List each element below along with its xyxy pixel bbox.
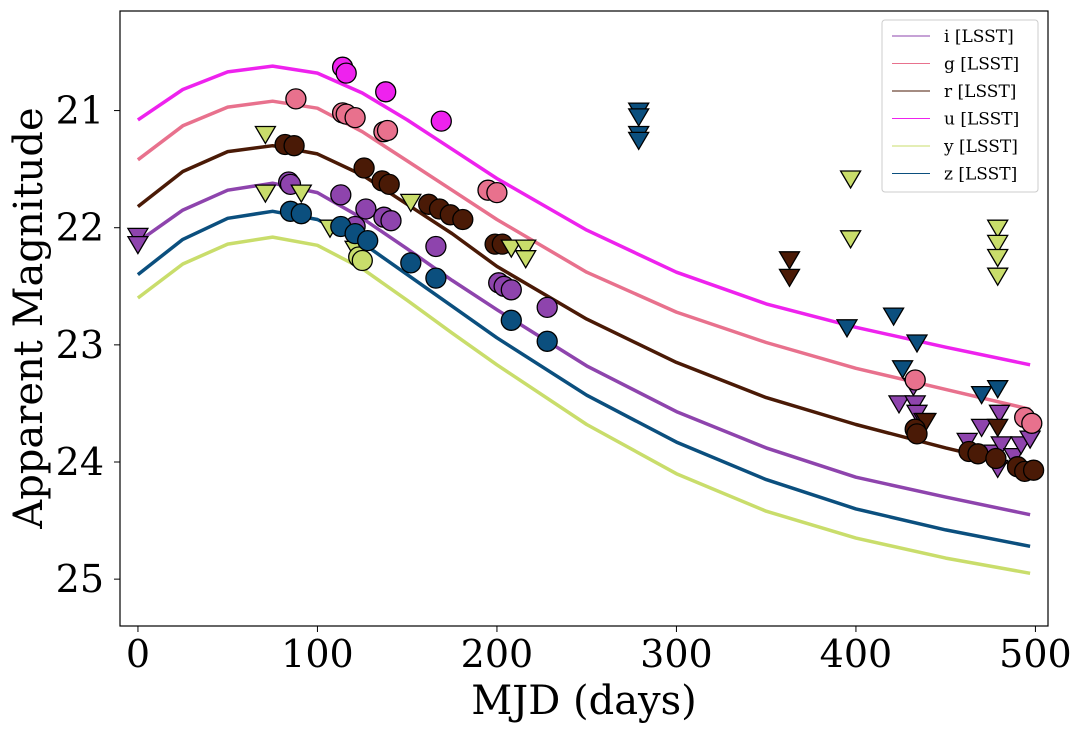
upper-limit-z (970, 385, 993, 405)
model-curve-i (136, 181, 1031, 517)
detection-u (335, 62, 357, 84)
markers-layer (126, 56, 1045, 483)
upper-limit-z (882, 307, 905, 327)
detection-i (355, 198, 377, 220)
upper-limit-z (891, 360, 914, 380)
detection-g (285, 88, 307, 110)
detection-r (906, 423, 928, 445)
upper-limit-i (988, 404, 1011, 424)
upper-limit-y (986, 267, 1009, 287)
upper-limit-r (986, 418, 1009, 438)
x-tick-label: 200 (461, 632, 534, 676)
model-curve-z (136, 209, 1031, 549)
detection-i (536, 296, 558, 319)
upper-limit-y (254, 184, 277, 204)
detection-r (452, 208, 474, 231)
upper-limit-i (970, 418, 993, 438)
detection-y (351, 249, 373, 272)
detection-u (375, 81, 397, 103)
detection-g (376, 119, 399, 142)
upper-limit-y (839, 170, 862, 190)
detection-r (283, 135, 305, 157)
upper-limit-y (514, 250, 537, 269)
detection-g (904, 369, 926, 391)
upper-limit-i (887, 395, 911, 415)
y-tick-label: 25 (56, 557, 104, 601)
axis-ticks: 0 100 200 300 400 500 21 22 23 24 25 (56, 89, 1072, 676)
detection-z (425, 267, 447, 289)
detection-u (430, 110, 452, 132)
detection-r (353, 157, 375, 179)
legend-label: g [LSST] (944, 55, 1019, 75)
legend-label: y [LSST] (943, 137, 1018, 157)
detection-r (985, 447, 1007, 470)
detection-i (330, 184, 352, 206)
detection-z (400, 252, 422, 274)
legend-label: u [LSST] (944, 110, 1019, 130)
detection-r (967, 443, 989, 465)
x-tick-label: 0 (126, 632, 150, 676)
legend-label: r [LSST] (944, 82, 1016, 102)
upper-limit-y (986, 219, 1009, 239)
detection-i (380, 210, 402, 232)
x-tick-label: 300 (640, 632, 713, 676)
upper-limit-r (778, 251, 801, 271)
upper-limit-y (500, 239, 523, 259)
upper-limit-y (290, 184, 313, 204)
series-layer (136, 64, 1031, 576)
detection-r (1022, 459, 1045, 481)
detection-i (425, 235, 447, 258)
upper-limit-i (990, 436, 1013, 456)
model-curve-r (136, 143, 1031, 470)
upper-limit-z (835, 319, 859, 339)
upper-limit-y (399, 193, 422, 213)
upper-limit-r (778, 268, 801, 288)
detection-g (344, 106, 366, 129)
detection-i (500, 279, 522, 301)
upper-limit-i (126, 235, 150, 255)
x-tick-label: 500 (999, 632, 1072, 676)
upper-limit-z (905, 334, 929, 354)
x-tick-label: 100 (281, 632, 354, 676)
upper-limit-y (254, 125, 277, 145)
detection-r (378, 173, 400, 196)
model-curve-y (136, 235, 1031, 576)
x-tick-label: 400 (820, 632, 893, 676)
x-axis-title: MJD (days) (471, 678, 697, 724)
legend: i [LSST] g [LSST] r [LSST] u [LSST] y [LSST]… (881, 19, 1039, 193)
upper-limit-y (986, 234, 1009, 254)
upper-limit-z (986, 380, 1009, 399)
upper-limit-y (514, 239, 537, 259)
detection-z (536, 330, 558, 352)
y-tick-label: 22 (56, 206, 104, 250)
model-curve-g (136, 99, 1031, 412)
upper-limit-y (986, 248, 1009, 268)
detection-g (486, 181, 508, 204)
upper-limit-z (627, 131, 650, 151)
model-curve-u (136, 64, 1031, 367)
y-tick-label: 23 (56, 323, 104, 367)
y-tick-label: 24 (56, 440, 104, 484)
upper-limit-i (904, 395, 927, 415)
detection-z (290, 203, 312, 225)
detection-g (1021, 412, 1043, 434)
legend-label: i [LSST] (944, 27, 1014, 47)
y-tick-label: 21 (56, 89, 104, 133)
detection-z (357, 229, 379, 252)
detection-z (500, 309, 522, 331)
upper-limit-y (839, 230, 862, 250)
legend-label: z [LSST] (944, 165, 1017, 185)
y-axis-title: Apparent Magnitude (6, 107, 52, 529)
upper-limit-z (627, 108, 650, 128)
